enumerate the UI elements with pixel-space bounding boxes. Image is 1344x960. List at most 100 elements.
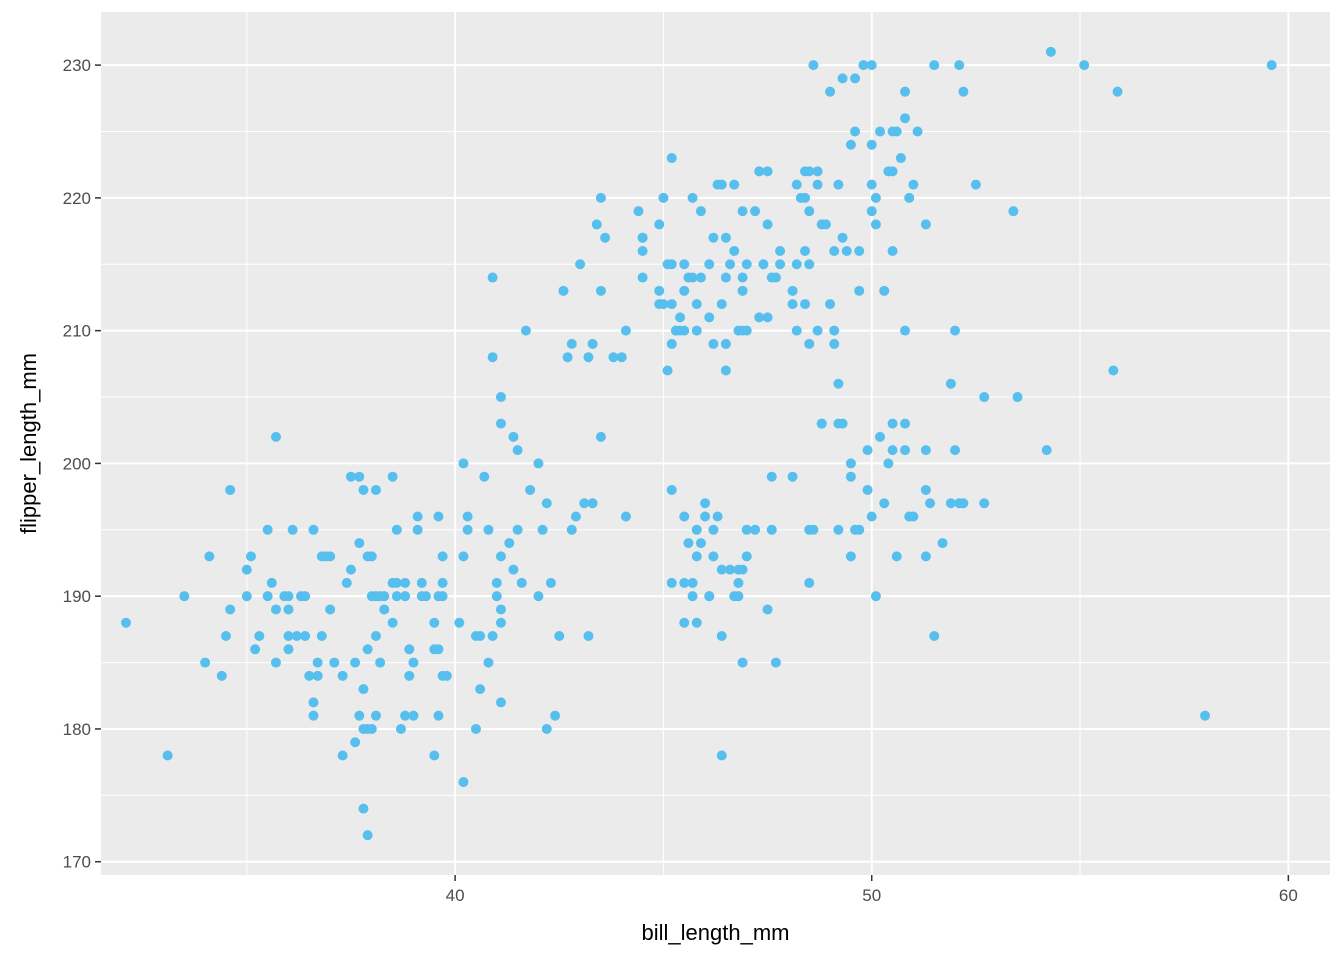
data-point bbox=[954, 498, 965, 509]
data-point bbox=[716, 299, 727, 310]
data-point bbox=[437, 551, 448, 562]
data-point bbox=[879, 285, 890, 296]
data-point bbox=[241, 564, 252, 575]
data-point bbox=[729, 245, 740, 256]
data-point bbox=[750, 524, 761, 535]
data-point bbox=[729, 591, 740, 602]
y-axis-ticks: 170 180 190 200 210 220 230 bbox=[63, 56, 101, 872]
data-point bbox=[512, 524, 523, 535]
data-point bbox=[845, 471, 856, 482]
data-point bbox=[520, 325, 531, 336]
data-point bbox=[262, 524, 273, 535]
data-point bbox=[766, 524, 777, 535]
data-point bbox=[804, 206, 815, 217]
data-points bbox=[120, 46, 1277, 841]
data-point bbox=[408, 710, 419, 721]
data-point bbox=[862, 445, 873, 456]
data-point bbox=[870, 219, 881, 230]
data-point bbox=[883, 166, 894, 177]
data-point bbox=[395, 723, 406, 734]
data-point bbox=[379, 591, 390, 602]
data-point bbox=[829, 325, 840, 336]
data-point bbox=[329, 657, 340, 668]
data-point bbox=[737, 206, 748, 217]
data-point bbox=[1045, 46, 1056, 57]
data-point bbox=[587, 338, 598, 349]
data-point bbox=[308, 697, 319, 708]
data-point bbox=[737, 657, 748, 668]
data-point bbox=[695, 272, 706, 283]
data-point bbox=[712, 179, 723, 190]
data-point bbox=[495, 604, 506, 615]
data-point bbox=[762, 604, 773, 615]
x-axis-ticks: 40 50 60 bbox=[446, 875, 1298, 905]
data-point bbox=[833, 179, 844, 190]
data-point bbox=[895, 153, 906, 164]
data-point bbox=[833, 378, 844, 389]
data-point bbox=[250, 644, 261, 655]
data-point bbox=[462, 524, 473, 535]
data-point bbox=[695, 538, 706, 549]
data-point bbox=[654, 219, 665, 230]
data-point bbox=[358, 684, 369, 695]
data-point bbox=[687, 591, 698, 602]
data-point bbox=[804, 524, 815, 535]
data-point bbox=[525, 484, 536, 495]
data-point bbox=[541, 498, 552, 509]
data-point bbox=[854, 285, 865, 296]
data-point bbox=[550, 710, 561, 721]
data-point bbox=[508, 431, 519, 442]
data-point bbox=[287, 524, 298, 535]
data-point bbox=[325, 604, 336, 615]
data-point bbox=[591, 219, 602, 230]
data-point bbox=[837, 232, 848, 243]
data-point bbox=[866, 60, 877, 71]
data-point bbox=[570, 511, 581, 522]
data-point bbox=[304, 670, 315, 681]
data-point bbox=[833, 524, 844, 535]
data-point bbox=[800, 166, 811, 177]
data-point bbox=[254, 631, 265, 642]
data-point bbox=[1266, 60, 1277, 71]
data-point bbox=[725, 259, 736, 270]
data-point bbox=[516, 577, 527, 588]
data-point bbox=[866, 206, 877, 217]
data-point bbox=[754, 312, 765, 323]
data-point bbox=[925, 498, 936, 509]
data-point bbox=[491, 591, 502, 602]
data-point bbox=[566, 338, 577, 349]
data-point bbox=[429, 750, 440, 761]
data-point bbox=[266, 577, 277, 588]
data-point bbox=[812, 179, 823, 190]
data-point bbox=[679, 259, 690, 270]
data-point bbox=[754, 166, 765, 177]
data-point bbox=[312, 670, 323, 681]
data-point bbox=[912, 126, 923, 137]
data-point bbox=[225, 484, 236, 495]
data-point bbox=[666, 577, 677, 588]
data-point bbox=[887, 418, 898, 429]
data-point bbox=[387, 617, 398, 628]
data-point bbox=[683, 538, 694, 549]
data-point bbox=[679, 511, 690, 522]
data-point bbox=[887, 126, 898, 137]
data-point bbox=[1112, 86, 1123, 97]
data-point bbox=[583, 631, 594, 642]
data-point bbox=[458, 777, 469, 788]
data-point bbox=[841, 245, 852, 256]
data-point bbox=[416, 577, 427, 588]
data-point bbox=[270, 657, 281, 668]
data-point bbox=[487, 352, 498, 363]
data-point bbox=[770, 657, 781, 668]
data-point bbox=[741, 259, 752, 270]
data-point bbox=[454, 617, 465, 628]
data-point bbox=[566, 524, 577, 535]
data-point bbox=[850, 73, 861, 84]
x-tick-label: 40 bbox=[446, 886, 465, 905]
data-point bbox=[216, 670, 227, 681]
data-point bbox=[325, 551, 336, 562]
data-point bbox=[283, 644, 294, 655]
data-point bbox=[245, 551, 256, 562]
data-point bbox=[595, 285, 606, 296]
